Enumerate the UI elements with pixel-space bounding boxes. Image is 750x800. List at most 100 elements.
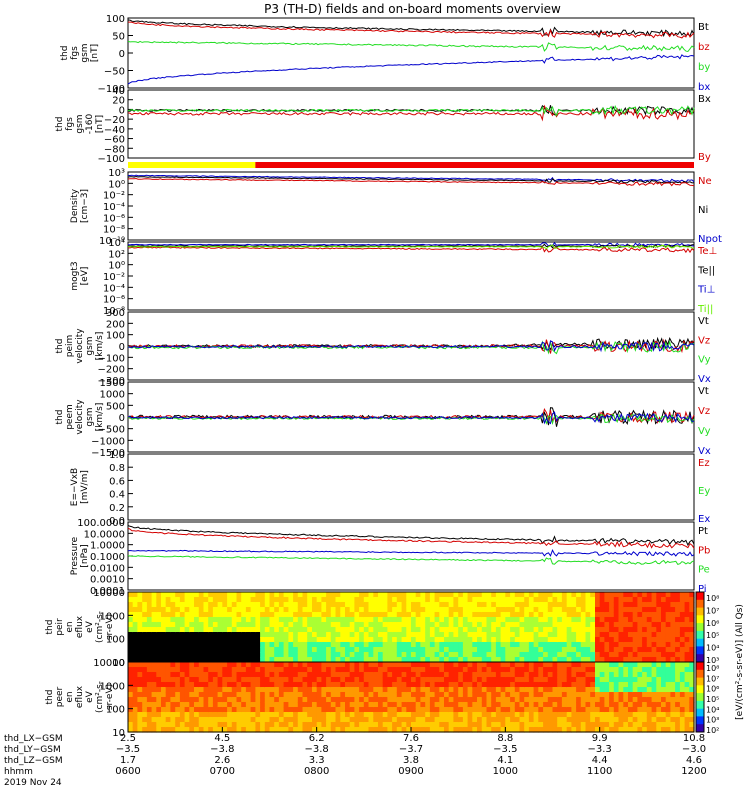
heatmap-cell [580, 687, 587, 693]
heatmap-cell [561, 627, 568, 633]
heatmap-cell [378, 712, 384, 718]
heatmap-cell [566, 632, 572, 638]
heatmap-cell [307, 592, 313, 598]
heatmap-cell [495, 637, 502, 643]
colorbar-cell [696, 646, 704, 655]
heatmap-cell [396, 657, 403, 663]
heatmap-cell [486, 612, 492, 618]
heatmap-cell [241, 627, 247, 633]
heatmap-cell [656, 647, 662, 653]
heatmap-cell [595, 717, 601, 723]
heatmap-cell [203, 657, 209, 663]
heatmap-cell [500, 722, 506, 728]
heatmap-cell [495, 652, 502, 658]
heatmap-cell [288, 597, 294, 603]
heatmap-cell [453, 712, 459, 718]
heatmap-cell [345, 722, 351, 728]
heatmap-cell [646, 677, 653, 683]
colorbar-cell [696, 615, 704, 624]
heatmap-cell [585, 662, 591, 668]
heatmap-cell [269, 652, 275, 658]
heatmap-cell [604, 682, 610, 688]
heatmap-cell [137, 687, 143, 693]
heatmap-cell [632, 702, 638, 708]
heatmap-cell [538, 717, 544, 723]
heatmap-cell [533, 697, 539, 703]
heatmap-cell [561, 662, 568, 668]
heatmap-cell [448, 702, 454, 708]
heatmap-cell [495, 717, 502, 723]
colorbar-cell [696, 607, 704, 616]
heatmap-cell [307, 697, 313, 703]
heatmap-cell [392, 662, 398, 668]
heatmap-cell [321, 647, 327, 653]
heatmap-cell [528, 707, 535, 713]
heatmap-cell [623, 687, 629, 693]
heatmap-cell [533, 712, 539, 718]
heatmap-cell [651, 682, 657, 688]
heatmap-cell [227, 682, 233, 688]
heatmap-cell [425, 607, 431, 613]
heatmap-cell [528, 697, 535, 703]
heatmap-cell [642, 622, 648, 628]
heatmap-cell [250, 712, 256, 718]
heatmap-cell [528, 677, 535, 683]
heatmap-cell [340, 682, 346, 688]
heatmap-cell [618, 647, 624, 653]
heatmap-cell [467, 702, 473, 708]
heatmap-cell [264, 632, 271, 638]
heatmap-cell [538, 707, 544, 713]
heatmap-cell [396, 597, 403, 603]
heatmap-cell [382, 677, 388, 683]
heatmap-cell [628, 687, 634, 693]
heatmap-cell [340, 637, 346, 643]
heatmap-cell [462, 682, 469, 688]
heatmap-cell [340, 642, 346, 648]
heatmap-cell [302, 637, 308, 643]
heatmap-cell [264, 682, 271, 688]
colorbar-cell [696, 724, 704, 733]
heatmap-cell [316, 672, 322, 678]
heatmap-cell [524, 707, 530, 713]
heatmap-cell [302, 667, 308, 673]
heatmap-cell [467, 642, 473, 648]
heatmap-cell [255, 682, 261, 688]
heatmap-cell [354, 642, 360, 648]
heatmap-cell [467, 717, 473, 723]
y-tick-label: 0.0010 [90, 575, 125, 586]
heatmap-cell [524, 687, 530, 693]
heatmap-cell [472, 592, 478, 598]
heatmap-cell [533, 727, 539, 733]
heatmap-cell [392, 682, 398, 688]
heatmap-cell [684, 697, 690, 703]
heatmap-cell [524, 652, 530, 658]
y-tick-label: 40 [112, 86, 125, 97]
heatmap-cell [439, 667, 445, 673]
heatmap-cell [378, 677, 384, 683]
heatmap-cell [453, 627, 459, 633]
heatmap-cell [179, 627, 186, 633]
heatmap-cell [623, 617, 629, 623]
heatmap-cell [637, 637, 643, 643]
heatmap-cell [146, 597, 153, 603]
heatmap-cell [528, 687, 535, 693]
heatmap-cell [297, 697, 304, 703]
heatmap-cell [406, 702, 412, 708]
heatmap-cell [363, 622, 370, 628]
y-axis-label: [nT] [90, 44, 100, 62]
heatmap-cell [406, 682, 412, 688]
heatmap-cell [274, 717, 280, 723]
heatmap-cell [293, 617, 299, 623]
heatmap-cell [151, 727, 157, 733]
heatmap-cell [161, 682, 167, 688]
heatmap-cell [330, 662, 337, 668]
heatmap-cell [599, 637, 605, 643]
heatmap-cell [477, 697, 483, 703]
heatmap-cell [679, 717, 686, 723]
heatmap-cell [472, 672, 478, 678]
heatmap-cell [161, 672, 167, 678]
heatmap-cell [222, 622, 228, 628]
heatmap-cell [495, 612, 502, 618]
heatmap-cell [363, 692, 370, 698]
heatmap-cell [368, 642, 374, 648]
